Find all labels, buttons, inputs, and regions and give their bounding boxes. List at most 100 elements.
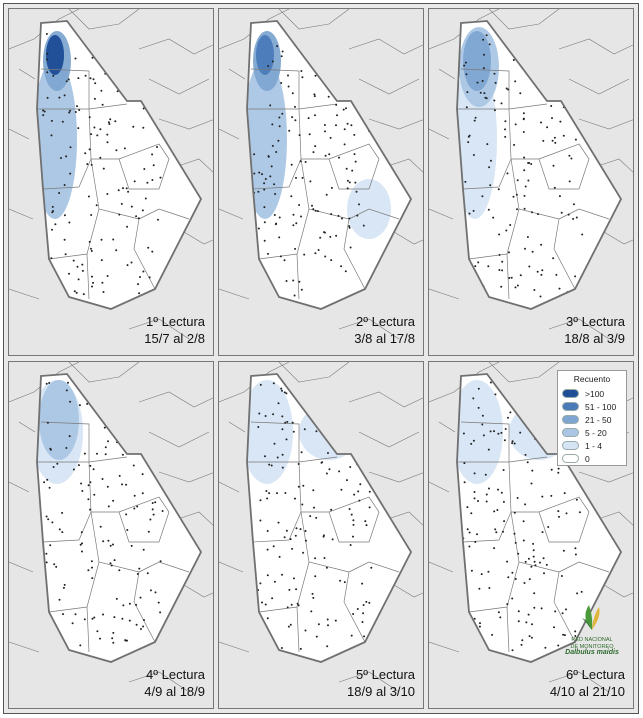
trap-point (324, 154, 327, 157)
trap-point (468, 134, 471, 137)
trap-point (300, 451, 303, 454)
trap-point (528, 635, 531, 638)
trap-point (132, 464, 135, 467)
trap-point (138, 567, 141, 570)
trap-point (343, 581, 346, 584)
trap-point (281, 466, 284, 469)
trap-point (512, 59, 515, 61)
trap-point (115, 249, 118, 252)
department-boundary (558, 561, 610, 573)
trap-point (141, 492, 144, 495)
trap-point (507, 416, 509, 419)
trap-point (464, 61, 467, 64)
trap-point (272, 382, 275, 385)
trap-point (514, 286, 517, 289)
trap-point (513, 442, 516, 445)
trap-point (490, 159, 492, 162)
legend-swatch (562, 441, 579, 450)
trap-point (565, 512, 568, 515)
trap-point (326, 645, 329, 648)
trap-point (338, 470, 341, 473)
trap-point (270, 165, 273, 168)
trap-point (267, 65, 270, 67)
trap-point (272, 413, 275, 416)
trap-point (517, 552, 520, 555)
trap-point (294, 119, 297, 122)
trap-point (290, 603, 293, 606)
map-panel: 1º Lectura 15/7 al 2/8 (8, 8, 214, 356)
trap-point (93, 97, 96, 100)
trap-point (537, 213, 539, 216)
trap-point (151, 179, 154, 181)
department-boundary (460, 421, 510, 462)
trap-point (473, 119, 476, 122)
trap-point (93, 493, 96, 496)
legend-label: >100 (585, 388, 605, 399)
department-boundary (133, 218, 156, 290)
trap-point (327, 624, 329, 627)
province-boundary (348, 391, 423, 408)
trap-point (279, 255, 282, 258)
trap-point (329, 136, 332, 139)
trap-point (552, 164, 555, 167)
department-boundary (462, 158, 512, 190)
trap-point (542, 557, 545, 560)
trap-point (141, 209, 144, 212)
trap-point (151, 250, 154, 253)
trap-point (479, 91, 482, 94)
trap-point (73, 290, 76, 293)
trap-point (511, 597, 514, 600)
province-boundary (568, 78, 630, 95)
trap-point (294, 534, 297, 537)
trap-point (305, 539, 307, 542)
trap-point (83, 618, 86, 621)
trap-point (99, 128, 102, 131)
trap-point (304, 161, 307, 163)
province-boundary (578, 471, 633, 483)
trap-point (514, 123, 517, 126)
trap-point (281, 415, 284, 418)
province-boundary (219, 561, 244, 573)
trap-point (485, 500, 488, 503)
region-outline (36, 20, 203, 310)
province-boundary (219, 481, 240, 493)
trap-point (128, 619, 131, 622)
trap-point (81, 542, 83, 545)
trap-point (493, 430, 495, 433)
trap-point (101, 281, 104, 284)
trap-point (520, 643, 523, 646)
trap-point (159, 176, 162, 179)
trap-point (479, 622, 481, 625)
trap-point (310, 610, 313, 613)
legend-label: 51 - 100 (585, 401, 617, 412)
trap-point (505, 229, 508, 232)
trap-point (482, 38, 485, 41)
department-boundary (296, 606, 300, 653)
trap-point (574, 547, 577, 550)
trap-point (570, 157, 573, 160)
province-boundary (488, 362, 560, 383)
trap-point (344, 270, 347, 273)
trap-point (274, 223, 277, 226)
trap-point (338, 156, 340, 159)
trap-point (526, 236, 529, 238)
trap-point (88, 116, 91, 119)
trap-point (563, 634, 566, 637)
trap-point (368, 601, 371, 604)
trap-point (488, 587, 491, 589)
trap-point (540, 121, 542, 124)
trap-point (481, 195, 484, 198)
region-map (219, 9, 423, 355)
trap-point (545, 563, 548, 566)
trap-point (137, 217, 140, 220)
trap-point (500, 491, 503, 494)
trap-point (69, 109, 72, 112)
legend-item: 5 - 20 (562, 426, 622, 439)
trap-point (502, 530, 504, 533)
trap-point (358, 499, 361, 502)
trap-point (102, 540, 105, 543)
trap-point (51, 228, 53, 231)
trap-point (572, 203, 575, 206)
trap-point (112, 543, 114, 546)
trap-point (343, 143, 346, 146)
